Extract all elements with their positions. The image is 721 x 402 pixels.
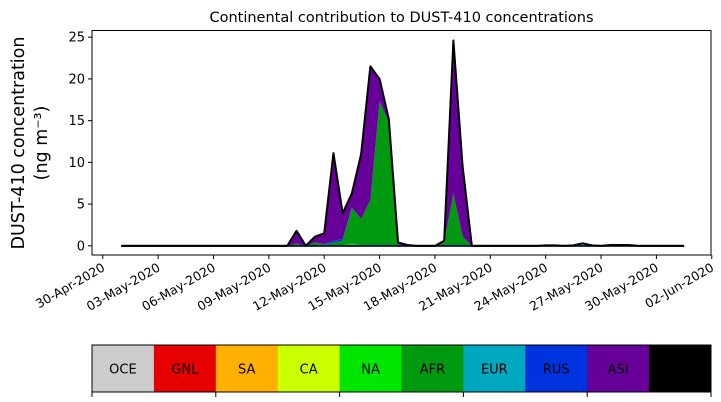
area-asi <box>121 40 685 246</box>
y-axis-label: DUST-410 concentration (ng m⁻³) <box>9 37 52 250</box>
area-eur <box>121 101 685 246</box>
y-tick-label: 15 <box>68 114 85 129</box>
legend-swatch <box>649 345 712 392</box>
legend-item-asi: ASI <box>587 345 650 392</box>
area-rus <box>121 101 685 246</box>
legend-item-na: NA <box>339 345 402 392</box>
y-tick-label: 10 <box>68 156 85 171</box>
legend-swatch <box>587 345 650 392</box>
legend-item-ca: CA <box>277 345 341 392</box>
legend-label: GNL <box>171 363 199 378</box>
legend-item-aus: AUS <box>649 345 712 392</box>
legend-swatch <box>215 345 279 392</box>
y-axis: 0 5 10 15 20 25 <box>68 31 92 254</box>
total-line <box>121 39 685 247</box>
y-tick-label: 20 <box>68 72 85 87</box>
legend-frame <box>91 344 712 393</box>
legend-colorbar: OCE GNL SA CA NA AFR EUR RUS ASI AUS <box>91 344 712 397</box>
legend-label: NA <box>361 363 380 378</box>
legend-swatch <box>339 345 402 392</box>
legend-label: RUS <box>543 363 570 378</box>
y-tick-label: 25 <box>68 31 85 46</box>
legend-swatch <box>401 345 464 392</box>
legend-label: OCE <box>109 363 137 378</box>
legend-item-sa: SA <box>215 345 279 392</box>
y-tick-label: 5 <box>77 198 85 213</box>
legend-swatch <box>92 345 155 392</box>
y-tick-label: 0 <box>77 239 85 254</box>
area-aus <box>121 40 685 246</box>
legend-label: CA <box>300 363 318 378</box>
area-afr <box>121 101 685 246</box>
legend-label: SA <box>238 363 255 378</box>
legend-label: EUR <box>481 363 508 378</box>
y-axis-label-line1: DUST-410 concentration <box>9 37 29 250</box>
legend-item-eur: EUR <box>463 345 526 392</box>
legend-swatch <box>525 345 588 392</box>
plot-frame <box>91 30 712 256</box>
chart-title: Continental contribution to DUST-410 con… <box>209 10 593 26</box>
legend-swatch <box>153 345 217 392</box>
legend-label: ASI <box>608 363 629 378</box>
x-axis: 30-Apr-202003-May-202006-May-202009-May-… <box>33 255 716 314</box>
legend-item-rus: RUS <box>525 345 588 392</box>
legend-item-oce: OCE <box>92 345 155 392</box>
legend-label: AUS <box>667 363 694 378</box>
stacked-areas <box>121 39 685 247</box>
y-axis-label-line2: (ng m⁻³) <box>32 106 52 181</box>
legend-swatch <box>277 345 341 392</box>
legend-item-gnl: GNL <box>153 345 217 392</box>
legend-label: AFR <box>420 363 445 378</box>
legend-item-afr: AFR <box>401 345 464 392</box>
legend-swatch <box>463 345 526 392</box>
